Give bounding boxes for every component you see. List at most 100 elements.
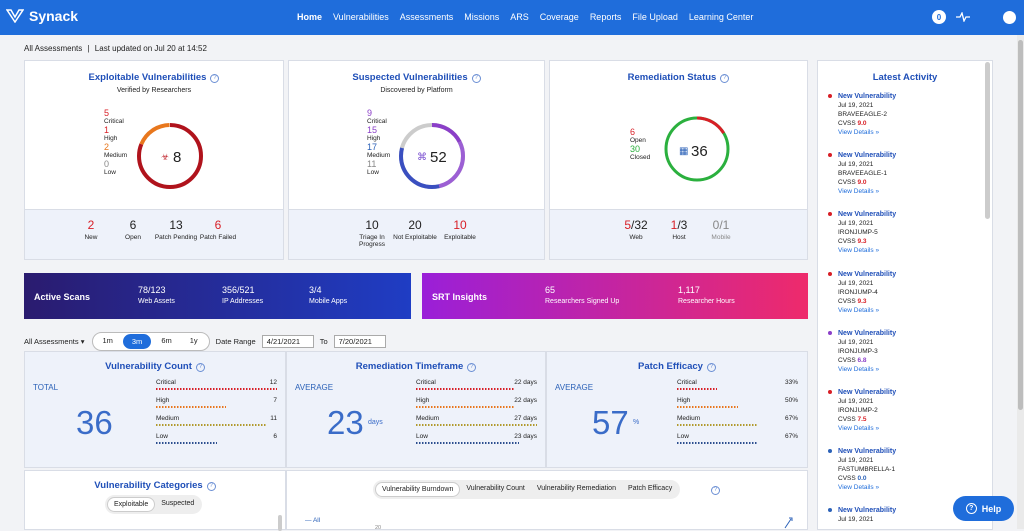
remediation-title-text: Remediation Status <box>627 72 717 83</box>
help-icon[interactable]: ? <box>206 482 216 491</box>
nav-coverage[interactable]: Coverage <box>539 12 579 22</box>
stat-triage[interactable]: 10 Triage In Progress <box>350 218 394 248</box>
notification-badge[interactable]: 0 <box>932 10 946 24</box>
row-label: Medium <box>156 415 180 422</box>
trend-chart-card[interactable]: Vulnerability Burndown Vulnerability Cou… <box>286 470 808 531</box>
cvss-label: CVSS <box>838 179 856 187</box>
row-bar <box>416 442 519 444</box>
nav-file-upload[interactable]: File Upload <box>632 12 678 22</box>
nav-ars[interactable]: ARS <box>510 12 529 22</box>
view-details-link[interactable]: View Details » <box>838 484 880 492</box>
activity-item[interactable]: New Vulnerability Jul 19, 2021 BRAVEEAGLE-… <box>828 92 988 137</box>
page-scroll-thumb[interactable] <box>1018 40 1023 410</box>
activity-title[interactable]: New Vulnerability <box>838 211 897 219</box>
activity-title[interactable]: New Vulnerability <box>838 270 897 278</box>
activity-item[interactable]: New Vulnerability Jul 19, 2021 FASTUMBRELL… <box>828 447 988 492</box>
vuln-categories-card[interactable]: Vulnerability Categories? Exploitable Su… <box>24 470 286 531</box>
tab-suspected[interactable]: Suspected <box>161 500 195 507</box>
brand-logo[interactable]: Synack <box>6 8 78 24</box>
stat-mobile[interactable]: 0/1 Mobile <box>699 218 743 241</box>
scrollbar[interactable] <box>278 515 282 531</box>
tab-burndown[interactable]: Vulnerability Burndown <box>375 482 461 497</box>
stat-exploitable[interactable]: 10 Exploitable <box>438 218 482 241</box>
tab-exploitable[interactable]: Exploitable <box>107 497 156 512</box>
help-icon[interactable]: ? <box>195 363 205 372</box>
help-icon[interactable]: ? <box>467 363 477 372</box>
range-6m[interactable]: 6m <box>153 334 180 349</box>
cvss-label: CVSS <box>838 297 856 305</box>
row-bar <box>677 388 717 390</box>
high-count: 15 <box>367 125 378 135</box>
activity-item[interactable]: New Vulnerability Jul 19, 2021 IRONJUMP-4 C… <box>828 270 988 315</box>
activity-item[interactable]: New Vulnerability Jul 19, 2021 BRAVEEAGLE-… <box>828 151 988 196</box>
activity-title[interactable]: New Vulnerability <box>838 389 897 396</box>
vuln-count-card[interactable]: Vulnerability Count? TOTAL 36 Critical 12… <box>24 351 286 468</box>
row-bar <box>156 442 217 444</box>
stat-host[interactable]: 1/3 Host <box>657 218 701 241</box>
chart-legend[interactable]: — All <box>305 517 321 524</box>
activity-title[interactable]: New Vulnerability <box>838 152 897 160</box>
range-3m[interactable]: 3m <box>122 334 152 349</box>
suspected-card[interactable]: Suspected Vulnerabilities? Discovered by… <box>288 60 545 260</box>
vuln-count-title-text: Vulnerability Count <box>105 361 192 372</box>
tab-vuln-remediation[interactable]: Vulnerability Remediation <box>536 485 616 492</box>
stat-open[interactable]: 6 Open <box>111 218 155 241</box>
activity-cvss: CVSS 0.0 <box>838 474 988 483</box>
user-avatar[interactable] <box>1003 11 1016 24</box>
remediation-card[interactable]: Remediation Status? 6 Open 30 Closed ▦ 36 … <box>549 60 808 260</box>
activity-title[interactable]: New Vulnerability <box>838 448 897 456</box>
help-icon[interactable]: ? <box>471 74 481 83</box>
rem-timeframe-card[interactable]: Remediation Timeframe? AVERAGE 23 days C… <box>286 351 546 468</box>
activity-item[interactable]: New Vulnerability Jul 19, 2021 IRONJUMP-2 C… <box>828 388 988 433</box>
range-1y[interactable]: 1y <box>181 334 206 349</box>
severity-dot-icon <box>828 390 832 394</box>
suspected-total: 52 <box>430 149 447 166</box>
srt-insights-banner[interactable]: SRT Insights 65 Researchers Signed Up 1,… <box>422 273 808 319</box>
metric-row: High 7 <box>156 397 277 409</box>
help-icon[interactable]: ? <box>210 74 220 83</box>
high-label: High <box>104 134 118 142</box>
nav-assessments[interactable]: Assessments <box>399 12 454 22</box>
date-to-input[interactable]: 7/20/2021 <box>333 335 386 348</box>
date-from-input[interactable]: 4/21/2021 <box>261 335 314 348</box>
activity-scrollbar[interactable] <box>985 62 990 219</box>
stat-patch-pending[interactable]: 13 Patch Pending <box>154 218 198 241</box>
view-details-link[interactable]: View Details » <box>838 365 880 373</box>
nav-reports[interactable]: Reports <box>589 12 622 22</box>
activity-title[interactable]: New Vulnerability <box>838 329 897 337</box>
stat-web[interactable]: 5/32 Web <box>614 218 658 241</box>
stat-patch-failed[interactable]: 6 Patch Failed <box>196 218 240 241</box>
assessment-select[interactable]: All Assessments ▾ <box>24 337 84 346</box>
view-details-link[interactable]: View Details » <box>838 425 880 432</box>
tab-patch-efficacy[interactable]: Patch Efficacy <box>627 485 673 492</box>
activity-title[interactable]: New Vulnerability <box>838 93 897 100</box>
activity-pulse-icon[interactable] <box>956 12 970 22</box>
stat-label: Patch Failed <box>199 234 237 241</box>
help-icon[interactable]: ? <box>706 363 716 372</box>
page-scrollbar[interactable] <box>1017 35 1024 529</box>
help-icon[interactable]: ? <box>711 486 720 495</box>
activity-item[interactable]: New Vulnerability Jul 19, 2021 <box>828 506 988 524</box>
range-1m[interactable]: 1m <box>94 334 121 349</box>
activity-title[interactable]: New Vulnerability <box>838 507 897 515</box>
active-scans-banner[interactable]: Active Scans 78/123 Web Assets 356/521 I… <box>24 273 411 319</box>
view-details-link[interactable]: View Details » <box>838 188 880 196</box>
nav-home[interactable]: Home <box>297 12 323 22</box>
help-icon[interactable]: ? <box>720 74 730 83</box>
stat-new[interactable]: 2 New <box>69 218 113 241</box>
top-nav: Synack Home Vulnerabilities Assessments … <box>0 0 1024 35</box>
exploitable-card[interactable]: Exploitable Vulnerabilities? Verified by… <box>24 60 284 260</box>
view-details-link[interactable]: View Details » <box>838 247 880 255</box>
patch-efficacy-card[interactable]: Patch Efficacy? AVERAGE 57 % Critical 33%… <box>546 351 808 468</box>
view-details-link[interactable]: View Details » <box>838 306 880 314</box>
view-details-link[interactable]: View Details » <box>838 129 880 136</box>
activity-item[interactable]: New Vulnerability Jul 19, 2021 IRONJUMP-3 C… <box>828 329 988 374</box>
nav-learning-center[interactable]: Learning Center <box>688 12 754 22</box>
tab-vuln-count[interactable]: Vulnerability Count <box>466 485 525 492</box>
nav-vulnerabilities[interactable]: Vulnerabilities <box>333 12 389 22</box>
stat-not-exploitable[interactable]: 20 Not Exploitable <box>393 218 437 241</box>
activity-item[interactable]: New Vulnerability Jul 19, 2021 IRONJUMP-5 C… <box>828 210 988 255</box>
nav-missions[interactable]: Missions <box>464 12 500 22</box>
help-button[interactable]: ? Help <box>953 496 1014 521</box>
row-bar <box>156 388 277 390</box>
